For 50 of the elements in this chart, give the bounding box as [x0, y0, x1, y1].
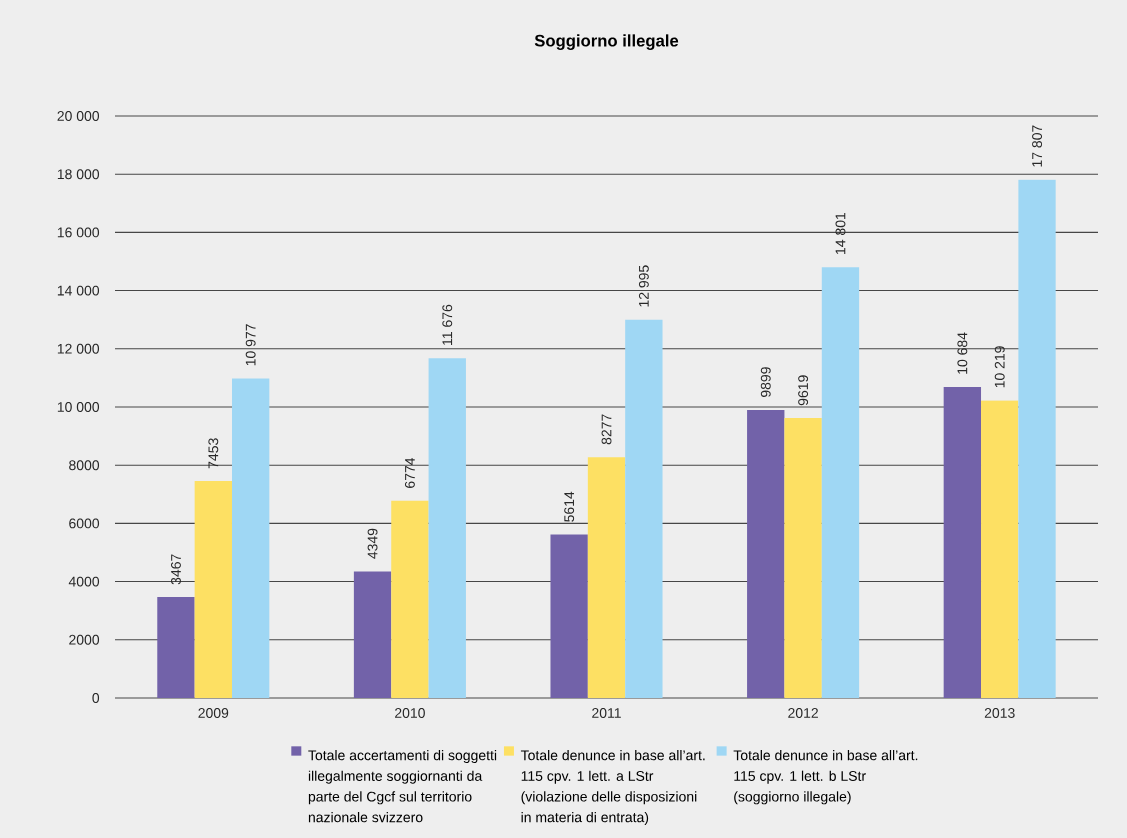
bar [428, 358, 466, 698]
y-tick-label: 16 000 [57, 227, 100, 238]
data-label: 5614 [564, 491, 575, 522]
legend-label: Totale denunce in base all’art. 115 cpv. 1 lett. a LStr (violazione delle disposizioni in materia di entrata) [520, 749, 705, 826]
bar [784, 418, 822, 698]
x-tick-label: 2011 [592, 708, 621, 718]
legend-label: Totale accertamenti di soggetti illegalmente soggiornanti da parte del Cgcf sul territorio nazionale svizzero [308, 749, 497, 823]
data-label: 9619 [798, 375, 809, 406]
data-label: 10 977 [245, 324, 256, 366]
legend-label: Totale denunce in base all’art. 115 cpv. 1 lett. b LStr (soggiorno illegale) [733, 749, 918, 805]
data-label: 10 684 [957, 332, 968, 374]
bar [1018, 179, 1056, 698]
y-tick-label: 2000 [69, 634, 100, 645]
data-label: 6774 [404, 457, 415, 488]
data-label: 11 676 [442, 304, 453, 345]
y-tick-label: 18 000 [57, 169, 100, 180]
y-tick-label: 0 [92, 693, 100, 703]
bar [550, 534, 588, 698]
data-label: 8277 [601, 414, 612, 445]
y-tick-label: 12 000 [57, 343, 100, 354]
data-label: 7453 [208, 438, 219, 469]
x-tick-label: 2010 [395, 708, 425, 718]
bar [981, 400, 1019, 698]
bar [353, 571, 392, 698]
y-tick-label: 8000 [69, 460, 100, 471]
x-tick-label: 2009 [198, 708, 229, 718]
y-tick-label: 10 000 [57, 402, 100, 412]
bar [747, 409, 785, 698]
chart-title: Soggiorno illegale [534, 34, 679, 50]
x-tick-label: 2012 [788, 708, 818, 718]
bar [625, 319, 663, 698]
data-label: 10 219 [994, 346, 1005, 388]
bar [391, 500, 429, 698]
y-tick-label: 4000 [68, 576, 100, 587]
y-tick-label: 14 000 [57, 285, 100, 296]
data-label: 9899 [760, 367, 771, 398]
data-label: 3467 [171, 554, 181, 585]
data-label: 4349 [367, 528, 378, 559]
data-label: 17 807 [1032, 125, 1043, 167]
bar [231, 378, 270, 698]
bar [587, 457, 626, 698]
bar [157, 597, 195, 698]
x-tick-label: 2013 [984, 708, 1015, 718]
y-tick-label: 6000 [69, 518, 100, 529]
data-label: 14 801 [835, 212, 846, 254]
data-label: 12 995 [638, 265, 649, 307]
y-tick-label: 20 000 [57, 111, 100, 121]
bar [821, 267, 860, 698]
bar [943, 387, 982, 698]
bar [194, 481, 232, 698]
